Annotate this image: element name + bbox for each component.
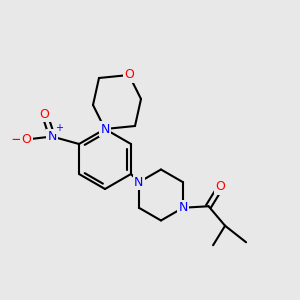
Text: −: − — [11, 132, 23, 147]
Text: O: O — [22, 133, 32, 146]
Text: N: N — [100, 122, 110, 136]
Text: N: N — [47, 130, 57, 143]
Text: O: O — [124, 68, 134, 82]
Text: O: O — [216, 180, 226, 193]
Text: N: N — [178, 201, 188, 214]
Text: O: O — [40, 107, 50, 121]
Text: N: N — [134, 176, 144, 189]
Text: +: + — [55, 124, 63, 134]
